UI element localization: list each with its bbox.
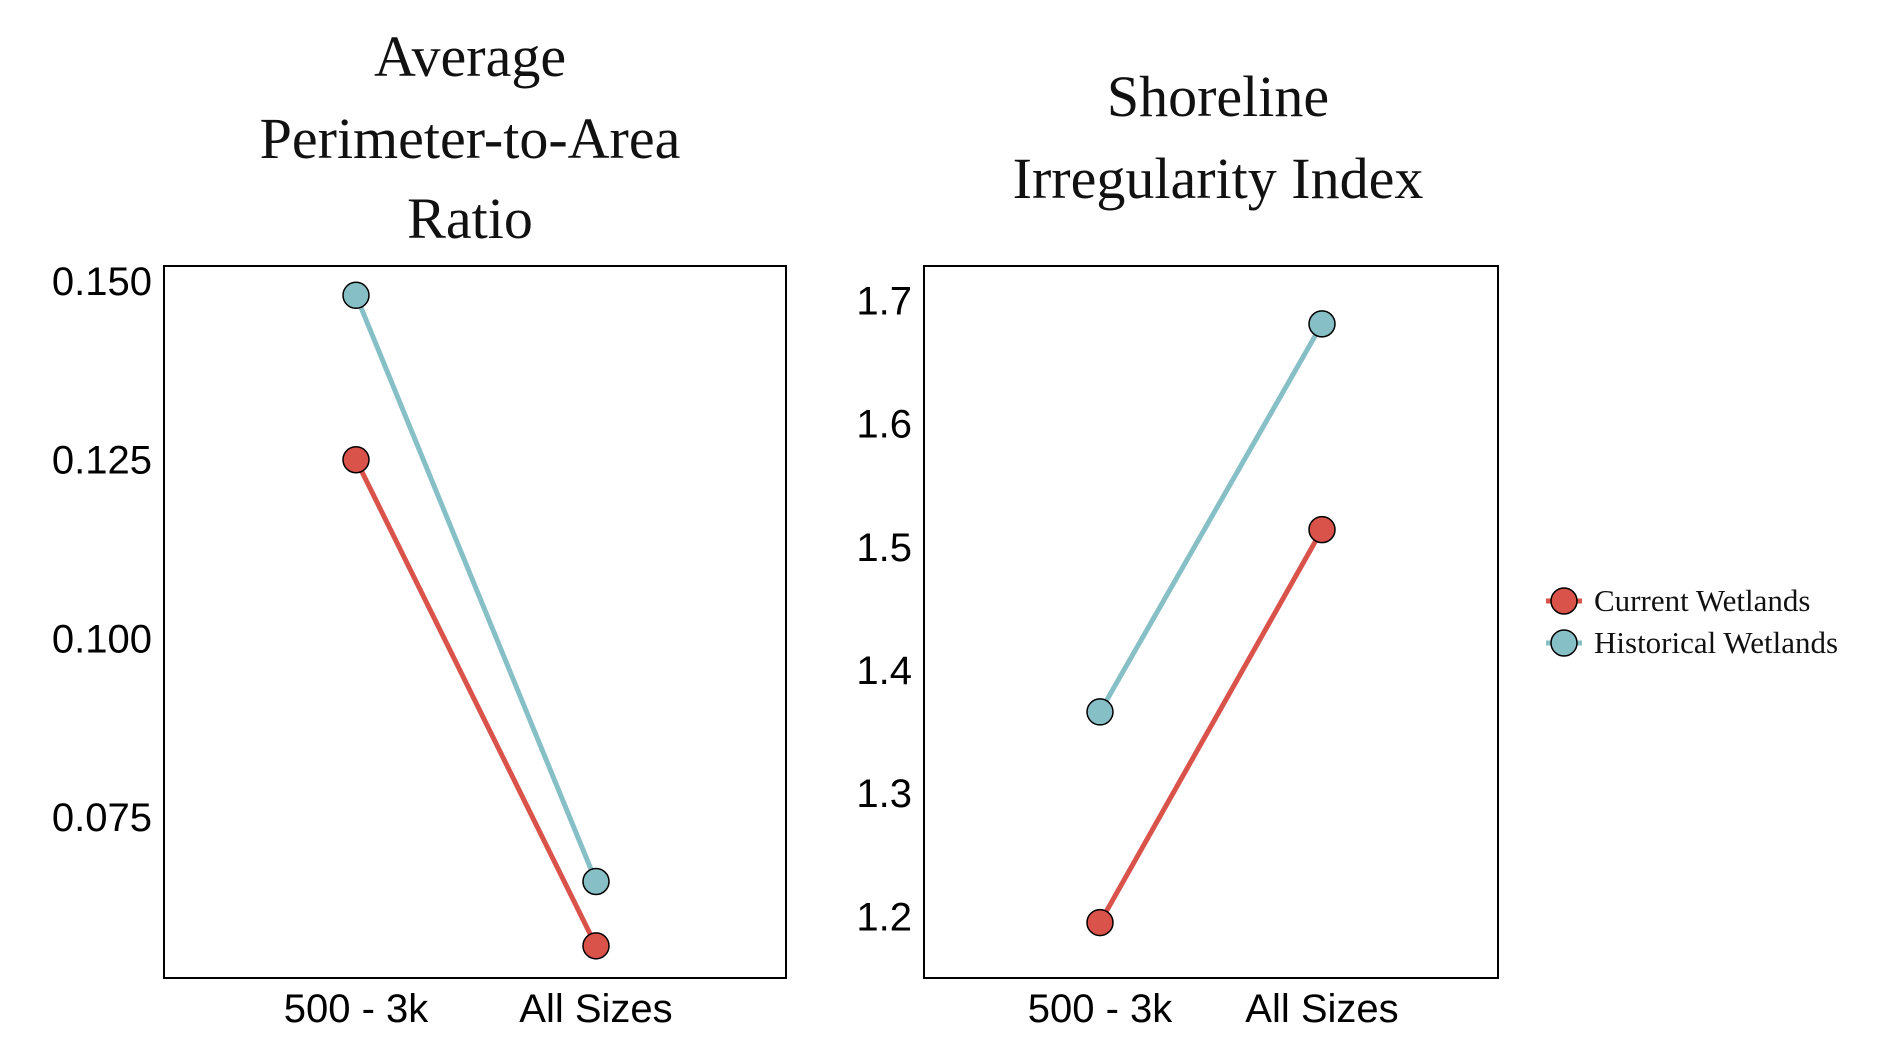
plot-frame <box>163 265 787 979</box>
legend-marker-historical <box>1550 629 1578 657</box>
y-tick-label: 0.150 <box>52 260 152 304</box>
legend-label-historical: Historical Wetlands <box>1594 625 1838 660</box>
x-tick-label: All Sizes <box>519 987 672 1031</box>
y-tick-labels: 0.150 0.125 0.100 0.075 <box>52 260 152 840</box>
series-line-historical <box>353 294 599 883</box>
series-line-current <box>1097 528 1325 924</box>
data-point-current <box>342 445 370 474</box>
series-points <box>342 281 610 960</box>
y-tick-label: 1.2 <box>856 895 912 939</box>
y-tick-label: 1.5 <box>856 526 912 570</box>
chart-shoreline-irregularity: Shoreline Irregularity Index 1.71.61.51.… <box>856 64 1499 1031</box>
chart-title-line-1: Average <box>374 24 566 89</box>
y-tick-label: 0.100 <box>52 617 152 661</box>
x-tick-labels: 500 - 3k All Sizes <box>1028 987 1399 1031</box>
data-point-historical <box>1086 698 1114 726</box>
data-point-current <box>1086 908 1114 937</box>
data-point-historical <box>1308 310 1336 338</box>
x-tick-label: All Sizes <box>1245 987 1398 1031</box>
chart-title-line-3: Ratio <box>407 186 533 251</box>
chart-title-line-1: Shoreline <box>1107 64 1329 129</box>
y-tick-label: 1.7 <box>856 279 912 323</box>
legend-entry-current-wetlands: Current Wetlands <box>1546 583 1810 618</box>
series-line-historical <box>1097 322 1325 714</box>
x-tick-labels: 500 - 3k All Sizes <box>284 987 673 1031</box>
chart-title-line-2: Irregularity Index <box>1013 146 1424 211</box>
y-tick-label: 0.075 <box>52 796 152 840</box>
y-tick-label: 1.4 <box>856 649 912 693</box>
series-points <box>1086 310 1336 937</box>
legend-marker-current <box>1550 587 1578 615</box>
series-lines <box>1097 322 1325 924</box>
plot-frame <box>923 265 1499 979</box>
y-tick-labels: 1.7 1.6 1.5 1.4 1.3 1.2 <box>856 279 912 939</box>
data-point-current <box>1308 515 1336 544</box>
chart-title-line-2: Perimeter-to-Area <box>260 106 681 171</box>
chart-perimeter-to-area: Average Perimeter-to-Area Ratio 0.1500.1… <box>52 24 787 1031</box>
legend: Current Wetlands Historical Wetlands <box>1546 583 1838 660</box>
series-lines <box>353 294 599 947</box>
legend-label-current: Current Wetlands <box>1594 583 1810 618</box>
legend-entry-historical-wetlands: Historical Wetlands <box>1546 625 1838 660</box>
data-point-historical <box>342 281 370 310</box>
y-tick-label: 1.6 <box>856 403 912 447</box>
y-tick-label: 1.3 <box>856 772 912 816</box>
data-point-historical <box>582 867 610 896</box>
series-line-current <box>353 458 599 947</box>
y-tick-label: 0.125 <box>52 439 152 483</box>
x-tick-label: 500 - 3k <box>1028 987 1174 1031</box>
x-tick-label: 500 - 3k <box>284 987 430 1031</box>
data-point-current <box>582 932 610 960</box>
